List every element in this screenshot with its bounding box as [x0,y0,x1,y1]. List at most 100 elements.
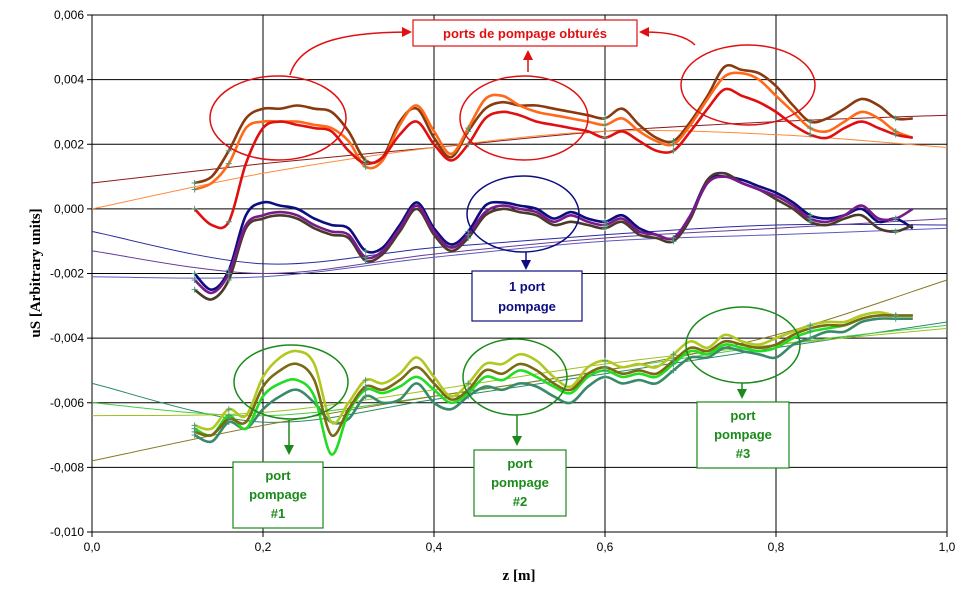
data-point-marker [602,222,608,229]
data-point-marker [465,231,472,238]
annotation-box [471,270,583,322]
data-point-marker [602,357,608,364]
data-point-marker [225,218,232,225]
series-line [194,71,914,191]
y-tick-label: 0,004 [54,73,84,87]
x-tick-label: 0,6 [597,540,614,554]
data-point-marker [602,134,608,141]
annotation-label-line: pompage [249,487,307,502]
data-point-marker [807,118,814,125]
data-point-marker [191,422,198,429]
annotation-ellipse [685,306,801,384]
arrow-head-icon [523,50,533,60]
annotation-box [412,19,638,47]
data-point-marker [362,160,369,167]
data-point-marker [892,228,899,235]
data-point-marker [225,270,232,277]
data-point-marker [362,383,369,390]
series-line [193,174,914,291]
data-point-marker [670,357,677,364]
data-point-marker [602,115,608,122]
annotation-label-line2: pompage [498,299,556,314]
annotation-ellipse [466,175,580,253]
data-point-marker [191,270,198,277]
data-point-marker [465,141,472,148]
arrow-head-icon [284,445,294,455]
data-point-marker [225,147,232,154]
series-line [194,313,913,437]
series-line [194,313,913,456]
data-point-marker [670,367,677,374]
annotation-label-line: #3 [736,446,750,461]
data-point-marker [892,115,899,122]
annotation-label-line: #2 [513,494,527,509]
y-tick-label: 0,002 [54,137,84,151]
data-point-marker [807,335,814,342]
series-line [194,311,913,431]
data-point-marker [807,125,814,132]
arrow-head-icon [521,260,531,270]
annotation-box [232,461,324,529]
y-tick-label: -0,008 [50,460,84,474]
arrow-head-icon [512,436,522,446]
x-tick-label: 0,4 [426,540,443,554]
series-line [194,317,913,444]
data-point-marker [191,428,198,435]
annotation-ellipse [209,75,347,161]
x-axis-title: z [m] [503,568,536,584]
annotation-ellipse [233,344,349,420]
annotation-port-1: port pompage #1 [232,344,349,529]
data-point-marker [670,351,677,358]
data-point-marker [807,215,814,222]
data-point-marker [602,121,608,128]
data-point-marker [892,312,899,319]
x-tick-label: 0,0 [84,540,101,554]
annotation-1-port: 1 port pompage [466,175,583,322]
annotation-label-line1: 1 port [509,279,546,294]
data-point-marker [670,147,677,154]
series-line [193,87,914,230]
y-tick-label: -0,004 [50,331,84,345]
trend-line [91,321,948,423]
series-line [193,175,914,295]
annotation-box [696,401,790,469]
x-tick-label: 0,8 [768,540,785,554]
annotation-port-2: port pompage #2 [462,338,568,517]
y-tick-label: -0,010 [50,525,84,539]
data-point-marker [807,325,814,332]
arrow-head-icon [402,27,412,37]
annotation-label-line: port [730,408,756,423]
trend-line [91,223,948,265]
x-tick-label: 0,2 [255,540,272,554]
data-point-marker [362,247,369,254]
data-point-marker [225,406,232,413]
trend-line [91,130,948,210]
annotation-label-line: pompage [714,427,772,442]
arrow-head-icon [737,389,747,399]
data-point-marker [191,286,198,293]
x-axis: 0,0 0,2 0,4 0,6 0,8 1,0 [84,532,956,554]
annotation-arrow-line [289,31,411,76]
trend-line [91,114,948,184]
annotation-ellipse [680,44,816,126]
trend-line [91,227,948,279]
data-point-marker [670,234,677,241]
annotation-label: ports de pompage obturés [443,26,607,41]
data-point-marker [465,380,472,387]
x-tick-label: 1,0 [939,540,956,554]
data-point-marker [892,215,899,222]
data-point-marker [191,180,198,187]
trend-line [91,218,948,275]
y-tick-label: -0,006 [50,396,84,410]
data-point-marker [362,393,369,400]
data-point-marker [225,276,232,283]
y-tick-label: -0,002 [50,267,84,281]
data-point-marker [670,141,677,148]
annotation-label-line: port [507,456,533,471]
data-point-marker [191,205,198,212]
data-series [191,63,914,456]
data-point-marker [225,160,232,167]
annotation-port-3: port pompage #3 [685,306,801,469]
data-point-marker [465,125,472,132]
